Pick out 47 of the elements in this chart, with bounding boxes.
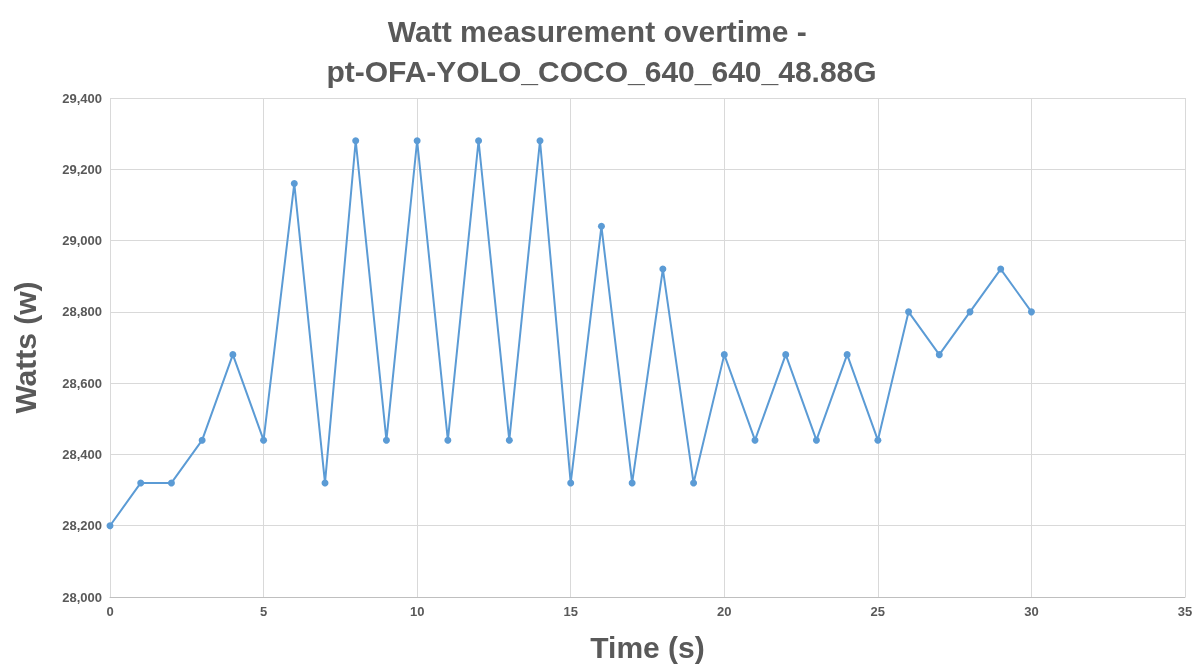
point <box>290 180 298 188</box>
y-tick-label: 29,400 <box>62 90 102 106</box>
y-tick-label: 28,000 <box>62 589 102 605</box>
x-tick-label: 35 <box>1177 604 1193 619</box>
y-axis-title: Watts (w) <box>8 281 42 414</box>
point <box>628 479 636 487</box>
point <box>536 137 544 145</box>
y-tick-label: 28,600 <box>62 375 102 391</box>
x-tick-label: 15 <box>563 604 578 619</box>
point <box>137 479 145 487</box>
chart-title: Watt measurement overtime - pt-OFA-YOLO_COCO_640_640_48.88G <box>326 14 877 88</box>
point <box>997 265 1005 273</box>
point <box>843 351 851 359</box>
point <box>874 436 882 444</box>
point <box>659 265 667 273</box>
x-tick-label: 25 <box>870 604 886 619</box>
point <box>597 222 605 230</box>
point <box>352 137 360 145</box>
point <box>1027 308 1035 316</box>
point <box>782 351 790 359</box>
point <box>690 479 698 487</box>
x-axis-title: Time (s) <box>590 630 705 664</box>
x-tick-label: 30 <box>1024 604 1039 619</box>
y-tick-label: 29,000 <box>62 233 102 249</box>
point <box>812 436 820 444</box>
point <box>106 522 114 530</box>
x-tick-label: 10 <box>409 604 425 619</box>
point <box>167 479 175 487</box>
point <box>413 137 421 145</box>
point <box>260 436 268 444</box>
point <box>905 308 913 316</box>
point <box>720 351 728 359</box>
y-tick-label: 29,200 <box>62 161 102 177</box>
x-tick-label: 5 <box>259 604 268 619</box>
point <box>567 479 575 487</box>
point <box>382 436 390 444</box>
y-tick-label: 28,800 <box>62 304 102 320</box>
point <box>475 137 483 145</box>
point <box>229 351 237 359</box>
y-tick-label: 28,200 <box>62 518 102 534</box>
point <box>444 436 452 444</box>
x-tick-label: 0 <box>106 604 114 619</box>
x-tick-label: 20 <box>717 604 732 619</box>
point <box>505 436 513 444</box>
point <box>935 351 943 359</box>
y-tick-label: 28,400 <box>62 446 102 462</box>
point <box>198 436 206 444</box>
